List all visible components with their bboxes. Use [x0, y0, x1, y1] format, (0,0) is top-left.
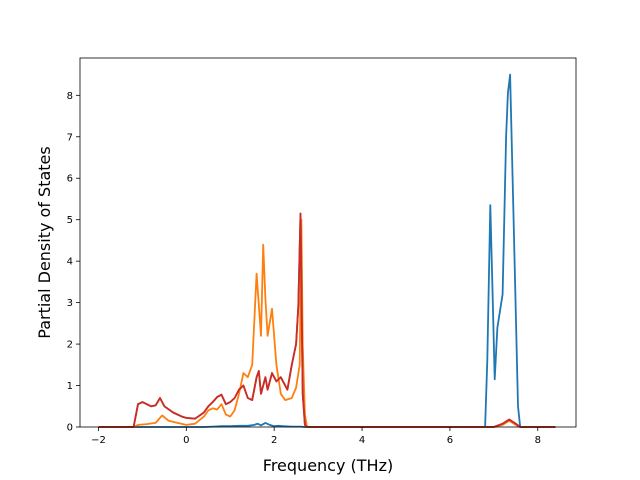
series-layer: [98, 73, 556, 428]
x-axis-label: Frequency (THz): [263, 456, 393, 475]
x-tick-label: −2: [91, 435, 106, 446]
y-tick-label: 5: [67, 215, 73, 226]
y-tick-label: 6: [67, 174, 73, 185]
x-axis-ticks: −2 0 2 4 6 8: [91, 427, 541, 446]
y-tick-label: 0: [67, 423, 73, 434]
x-tick-label: 4: [359, 435, 365, 446]
y-tick-label: 3: [67, 298, 73, 309]
y-axis-ticks: 0 1 2 3 4 5 6 7 8: [67, 91, 80, 434]
y-tick-label: 1: [67, 381, 73, 392]
series-line-4: [98, 212, 556, 428]
x-tick-label: 8: [535, 435, 541, 446]
y-tick-label: 4: [67, 257, 73, 268]
series-line-2: [98, 218, 556, 428]
y-axis-label: Partial Density of States: [35, 146, 54, 338]
x-tick-label: 2: [271, 435, 277, 446]
x-tick-label: 6: [447, 435, 453, 446]
y-tick-label: 7: [67, 132, 73, 143]
series-line-1: [98, 73, 556, 428]
plot-frame: [79, 57, 577, 428]
y-tick-label: 2: [67, 340, 73, 351]
y-tick-label: 8: [67, 91, 73, 102]
x-tick-label: 0: [183, 435, 189, 446]
